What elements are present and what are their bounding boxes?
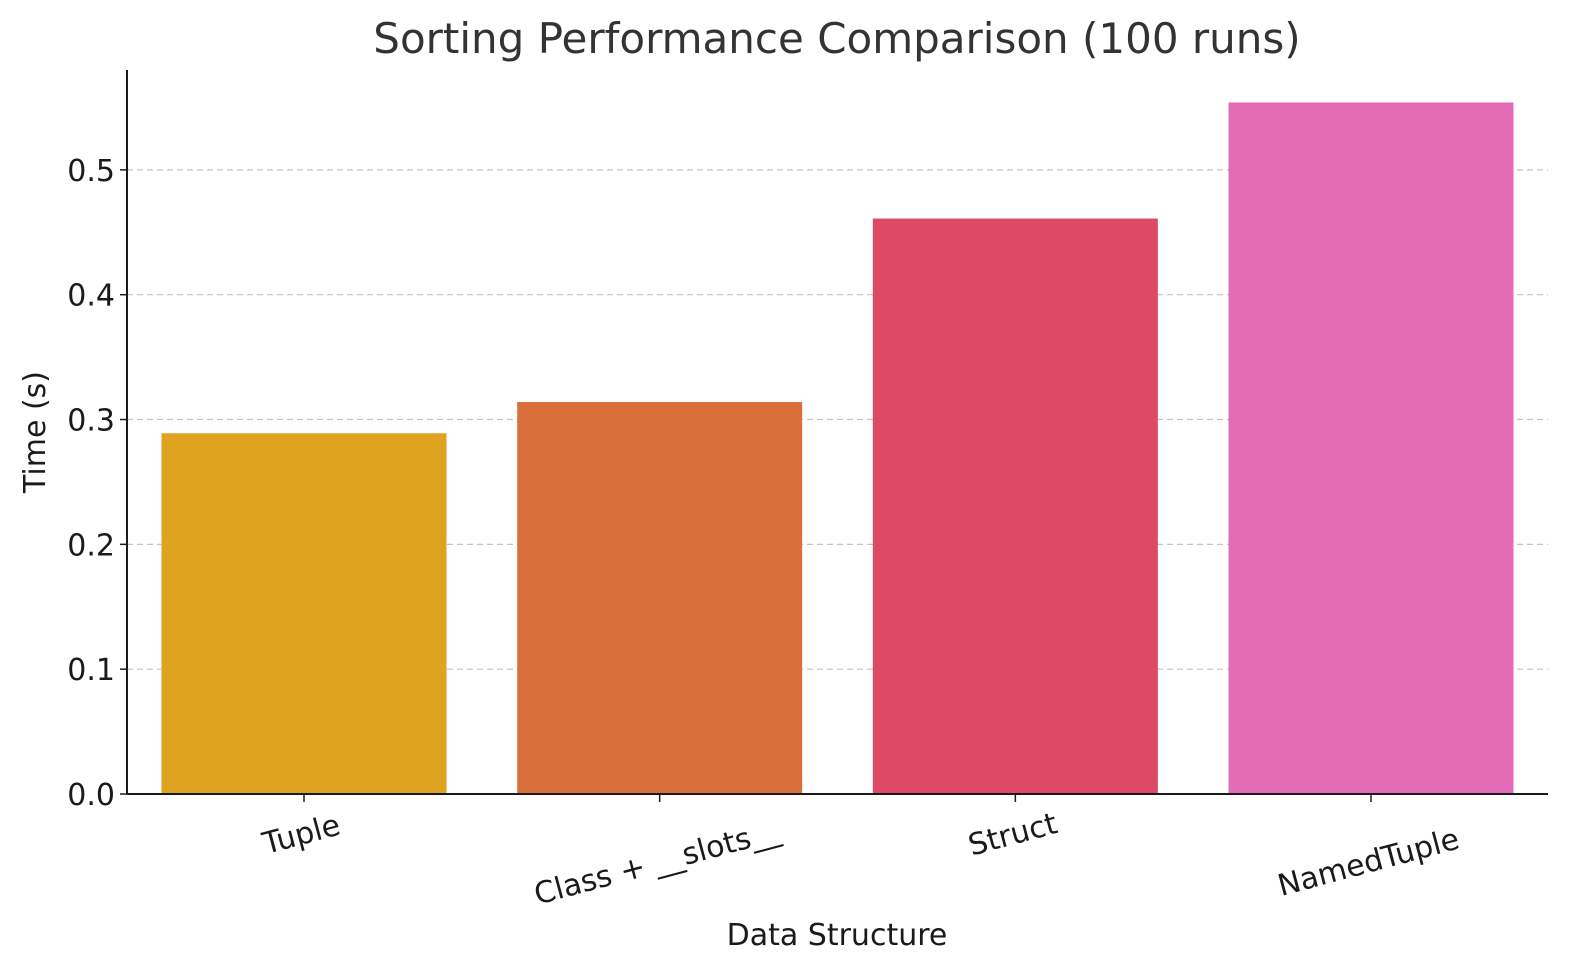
bar <box>1228 102 1514 794</box>
y-axis-label: Time (s) <box>18 371 53 494</box>
bars <box>161 102 1514 795</box>
bar <box>872 218 1158 795</box>
y-tick-label: 0.1 <box>67 653 115 688</box>
x-tick-label: Tuple <box>258 808 344 862</box>
x-tick-label: Class + __slots__ <box>531 813 785 913</box>
chart-title: Sorting Performance Comparison (100 runs… <box>373 14 1300 63</box>
y-tick-label: 0.2 <box>67 528 115 563</box>
y-tick-label: 0.0 <box>67 778 115 813</box>
bar <box>517 402 803 794</box>
y-tick-label: 0.5 <box>67 154 115 189</box>
bar <box>161 433 447 794</box>
axes <box>126 70 1548 795</box>
x-tick-label: NamedTuple <box>1274 822 1463 904</box>
y-ticks: 0.0 0.1 0.2 0.3 0.4 0.5 <box>67 154 127 813</box>
x-tick-label: Struct <box>965 806 1062 863</box>
x-ticks: Tuple Class + __slots__ Struct NamedTuple <box>258 794 1463 912</box>
y-tick-label: 0.3 <box>67 404 115 439</box>
x-axis-label: Data Structure <box>727 918 948 953</box>
y-tick-label: 0.4 <box>67 279 115 314</box>
